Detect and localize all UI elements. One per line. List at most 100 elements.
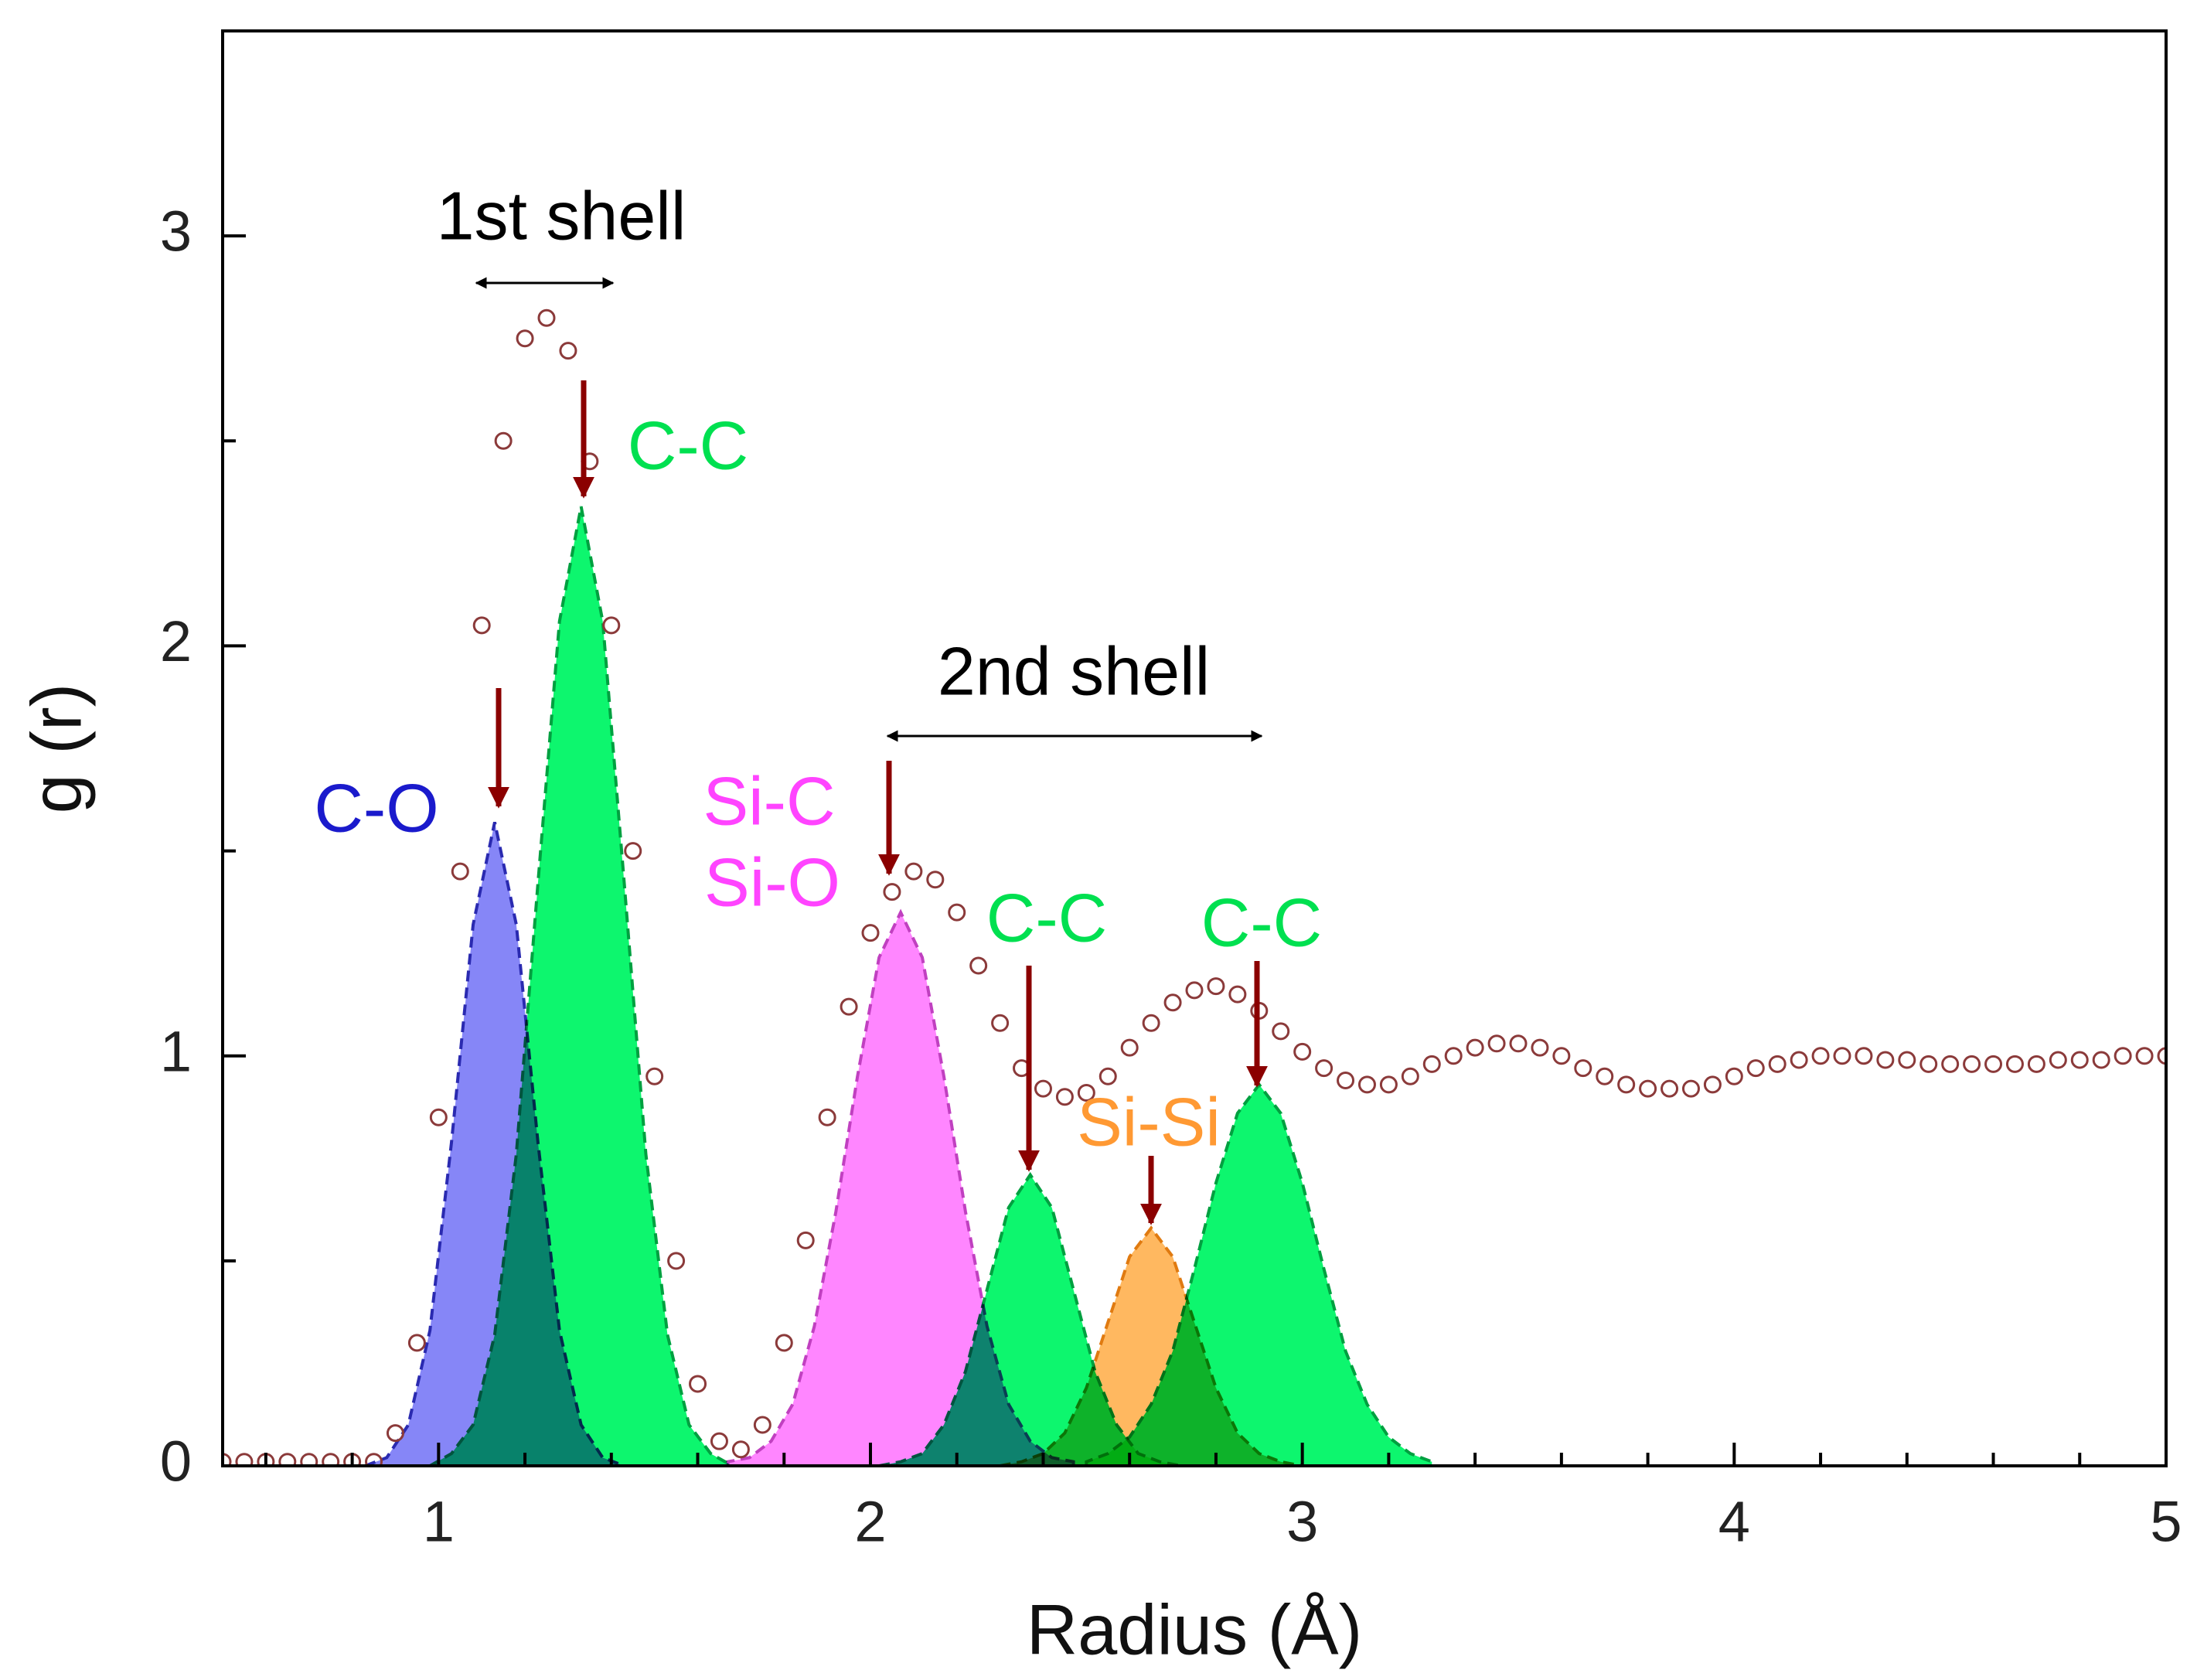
- g-r-point: [300, 1453, 318, 1466]
- g-r-point: [516, 329, 534, 348]
- g-r-point: [1661, 1079, 1679, 1098]
- g-r-point: [904, 862, 923, 881]
- g-r-point: [2027, 1055, 2045, 1073]
- g-r-point: [494, 431, 513, 450]
- g-r-point: [1963, 1055, 1981, 1073]
- g-r-point: [840, 997, 858, 1016]
- g-r-point: [1444, 1047, 1463, 1065]
- g-r-point: [2049, 1051, 2067, 1069]
- g-r-point: [1207, 977, 1225, 996]
- g-r-point: [753, 1416, 772, 1434]
- g-r-point: [1833, 1047, 1851, 1065]
- g-r-point: [1531, 1038, 1549, 1057]
- g-r-point: [1703, 1075, 1722, 1094]
- g-r-point: [1574, 1059, 1592, 1078]
- g-r-point: [1855, 1047, 1873, 1065]
- g-r-point: [537, 308, 556, 327]
- g-r-point: [1120, 1038, 1139, 1057]
- g-r-point: [1272, 1022, 1290, 1041]
- g-r-point: [1681, 1079, 1700, 1098]
- g-r-point: [1379, 1075, 1398, 1094]
- g-r-point: [472, 616, 491, 635]
- g-r-point: [365, 1453, 383, 1466]
- g-r-point: [1315, 1059, 1334, 1078]
- g-r-point: [926, 871, 945, 889]
- plot-frame: [221, 29, 2168, 1467]
- g-r-point: [1098, 1067, 1117, 1085]
- annotation: 1st shell: [437, 177, 686, 254]
- g-r-point: [451, 862, 469, 881]
- g-r-point: [1919, 1055, 1938, 1073]
- g-r-point: [1984, 1055, 2003, 1073]
- x-tick-label: 4: [1718, 1490, 1750, 1554]
- g-r-point: [883, 883, 901, 901]
- g-r-point: [1768, 1055, 1787, 1073]
- g-r-point: [429, 1108, 448, 1126]
- y-axis-label: g (r): [17, 683, 96, 814]
- g-r-point: [991, 1014, 1010, 1032]
- peak-area: [1085, 1082, 1434, 1466]
- g-r-point: [1077, 1083, 1095, 1102]
- g-r-point: [1941, 1055, 1960, 1073]
- g-r-point: [2157, 1047, 2166, 1065]
- g-r-point: [1142, 1014, 1160, 1032]
- g-r-point: [796, 1231, 815, 1249]
- peaks: [364, 506, 1434, 1466]
- g-r-point: [710, 1432, 728, 1450]
- g-r-point: [1357, 1075, 1376, 1094]
- g-r-point: [2092, 1051, 2110, 1069]
- annotation: Si-C: [703, 762, 835, 839]
- g-r-point: [1401, 1067, 1419, 1085]
- g-r-point: [861, 924, 880, 942]
- annotation: C-C: [628, 407, 748, 483]
- plot-area: [223, 308, 2166, 1466]
- g-r-point: [2114, 1047, 2132, 1065]
- g-r-point: [1055, 1088, 1074, 1106]
- g-r-point: [969, 956, 988, 975]
- g-r-point: [775, 1334, 793, 1352]
- g-r-point: [1487, 1034, 1506, 1053]
- g-r-point: [624, 842, 642, 860]
- g-r-point: [948, 903, 966, 922]
- y-tick-label: 0: [160, 1430, 192, 1494]
- annotation: C-O: [314, 769, 438, 846]
- g-r-point: [1617, 1075, 1636, 1094]
- g-r-point: [2005, 1055, 2024, 1073]
- annotation: C-C: [1201, 884, 1322, 960]
- g-r-point: [278, 1453, 297, 1466]
- g-r-point: [235, 1453, 254, 1466]
- g-r-point: [1034, 1079, 1052, 1098]
- g-r-point: [386, 1424, 404, 1443]
- g-r-point: [731, 1440, 750, 1459]
- annotation: Si-Si: [1077, 1083, 1221, 1160]
- annotation: Si-O: [704, 843, 840, 920]
- g-r-point: [2070, 1051, 2089, 1069]
- g-r-point: [1811, 1047, 1830, 1065]
- x-tick-label: 3: [1286, 1490, 1318, 1554]
- g-r-point: [1746, 1059, 1765, 1078]
- annotation: C-C: [986, 879, 1107, 956]
- g-r-point: [1185, 981, 1204, 1000]
- x-tick-label: 1: [423, 1490, 455, 1554]
- g-r-point: [667, 1252, 686, 1270]
- y-tick-label: 1: [160, 1019, 192, 1083]
- g-r-point: [2135, 1047, 2154, 1065]
- g-r-point: [1596, 1067, 1614, 1085]
- y-tick-label: 3: [160, 199, 192, 264]
- g-r-point: [602, 616, 621, 635]
- annotation: 2nd shell: [938, 632, 1210, 709]
- g-r-point: [1228, 985, 1247, 1004]
- g-r-point: [1466, 1038, 1484, 1057]
- g-r-point: [645, 1067, 664, 1085]
- g-r-point: [1337, 1072, 1355, 1090]
- g-r-point: [1898, 1051, 1916, 1069]
- x-tick-label: 5: [2150, 1490, 2182, 1554]
- g-r-point: [407, 1334, 426, 1352]
- g-r-point: [1163, 993, 1182, 1012]
- x-axis-label: Radius (Å): [1027, 1590, 1363, 1669]
- g-r-points: [223, 308, 2166, 1466]
- g-r-point: [1725, 1067, 1743, 1085]
- g-r-point: [1639, 1079, 1657, 1098]
